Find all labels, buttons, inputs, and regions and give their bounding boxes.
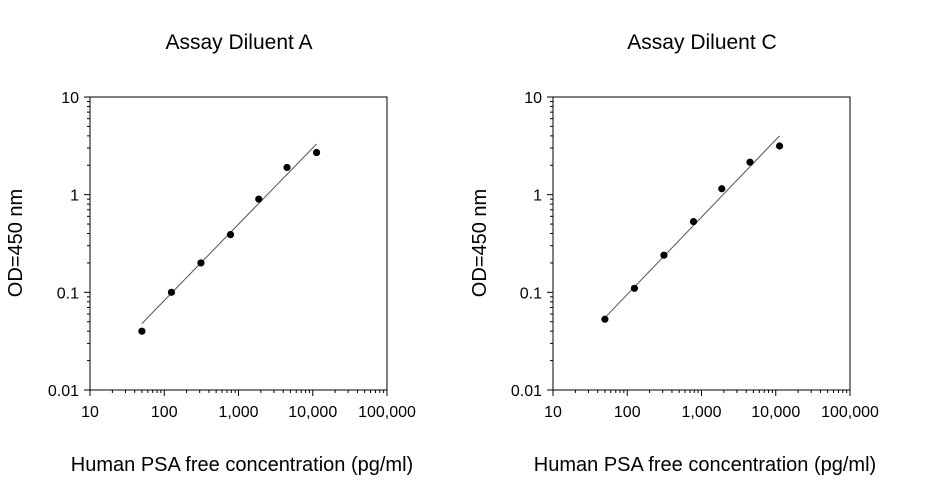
- data-point-a: [138, 327, 146, 335]
- y-tick-label-c: 0.1: [520, 285, 542, 302]
- x-tick-label-c: 1,000: [681, 404, 721, 421]
- x-axis-label-c: Human PSA free concentration (pg/ml): [534, 454, 876, 476]
- x-tick-label-a: 1,000: [218, 404, 258, 421]
- y-tick-label-c: 0.01: [511, 383, 542, 400]
- chart-marks-a: 10 100 1,000 10,000 100,000 10 1 0.1 0.01: [48, 90, 416, 421]
- y-tick-label-a: 10: [61, 90, 79, 107]
- chart-panel-c: Assay Diluent C OD=450 nm Human PSA free…: [469, 31, 879, 476]
- data-point-c: [601, 315, 609, 323]
- x-tick-label-c: 100,000: [821, 404, 879, 421]
- data-point-a: [312, 148, 321, 157]
- chart-panel-a: Assay Diluent A OD=450 nm Human PSA free…: [5, 31, 416, 476]
- x-tick-label-a: 10: [81, 404, 99, 421]
- plot-frame-c: [552, 96, 851, 391]
- x-tick-label-c: 10: [544, 404, 562, 421]
- data-point-a: [283, 163, 291, 172]
- y-tick-label-a: 1: [70, 188, 79, 205]
- y-axis-label-c: OD=450 nm: [469, 189, 491, 297]
- x-tick-label-a: 100: [151, 404, 178, 421]
- x-tick-label-c: 100: [614, 404, 641, 421]
- chart-marks-c: 10 100 1,000 10,000 100,000 10 1 0.1 0.01: [511, 90, 879, 421]
- data-point-c: [630, 284, 639, 292]
- y-axis-label-a: OD=450 nm: [5, 189, 27, 297]
- chart-title-c: Assay Diluent C: [627, 31, 776, 54]
- y-tick-label-a: 0.1: [57, 285, 79, 302]
- data-point-a: [197, 259, 205, 267]
- data-point-a: [255, 195, 263, 203]
- data-point-a: [226, 231, 235, 239]
- y-tick-label-c: 10: [524, 90, 542, 107]
- x-axis-label-a: Human PSA free concentration (pg/ml): [71, 454, 413, 476]
- x-tick-label-c: 10,000: [751, 404, 800, 421]
- data-point-c: [689, 217, 698, 226]
- chart-title-a: Assay Diluent A: [165, 31, 312, 54]
- plot-frame-a: [89, 96, 388, 391]
- x-tick-label-a: 100,000: [358, 404, 416, 421]
- data-point-c: [746, 158, 754, 166]
- data-point-a: [167, 288, 176, 296]
- y-tick-label-a: 0.01: [48, 383, 79, 400]
- y-tick-label-c: 1: [533, 188, 542, 205]
- x-tick-label-a: 10,000: [288, 404, 337, 421]
- data-point-c: [660, 251, 668, 259]
- data-point-c: [718, 185, 726, 193]
- data-point-c: [775, 142, 784, 150]
